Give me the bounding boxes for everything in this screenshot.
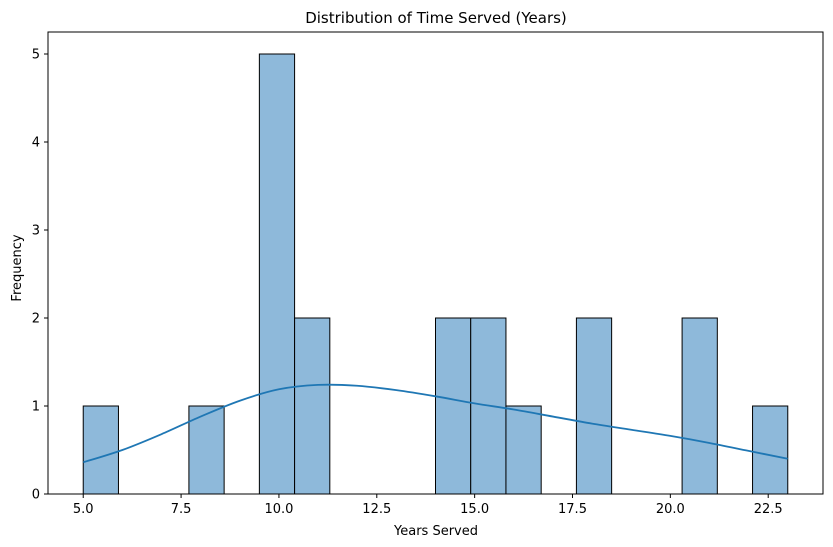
x-tick-label: 5.0 xyxy=(73,502,94,517)
x-tick-label: 12.5 xyxy=(362,502,391,517)
histogram-bar xyxy=(82,405,119,495)
kde-line xyxy=(82,383,788,464)
axes-group xyxy=(47,31,824,495)
y-axis-label: Frequency xyxy=(10,234,25,301)
y-tick-label: 4 xyxy=(32,136,40,151)
histogram-bar xyxy=(435,317,472,495)
x-tick-label: 20.0 xyxy=(656,502,685,517)
kde-group xyxy=(82,383,788,464)
histogram-bar xyxy=(752,405,789,495)
histogram-bar xyxy=(575,317,613,495)
chart-title: Distribution of Time Served (Years) xyxy=(305,9,567,27)
plot-frame xyxy=(47,31,824,495)
x-tick-label: 15.0 xyxy=(460,502,489,517)
x-ticks-group: 5.0 7.5 10.0 12.5 15.0 17.5 20.0 22.5 xyxy=(73,494,783,517)
y-tick-label: 3 xyxy=(32,224,40,239)
histogram-bar xyxy=(188,405,225,495)
x-tick-label: 17.5 xyxy=(558,502,587,517)
y-ticks-group: 0 1 2 3 4 5 xyxy=(32,48,48,503)
y-tick-label: 1 xyxy=(32,400,40,415)
histogram-bar xyxy=(294,317,331,495)
y-tick-label: 2 xyxy=(32,312,40,327)
histogram-bar xyxy=(681,317,718,495)
histogram-bar xyxy=(505,405,542,495)
y-tick-label: 0 xyxy=(32,488,40,503)
x-tick-label: 10.0 xyxy=(264,502,293,517)
x-axis-label: Years Served xyxy=(393,524,478,539)
x-tick-label: 7.5 xyxy=(171,502,192,517)
y-tick-label: 5 xyxy=(32,48,40,63)
x-tick-label: 22.5 xyxy=(754,502,783,517)
histogram-bar xyxy=(258,53,296,495)
bars-group xyxy=(82,53,789,495)
